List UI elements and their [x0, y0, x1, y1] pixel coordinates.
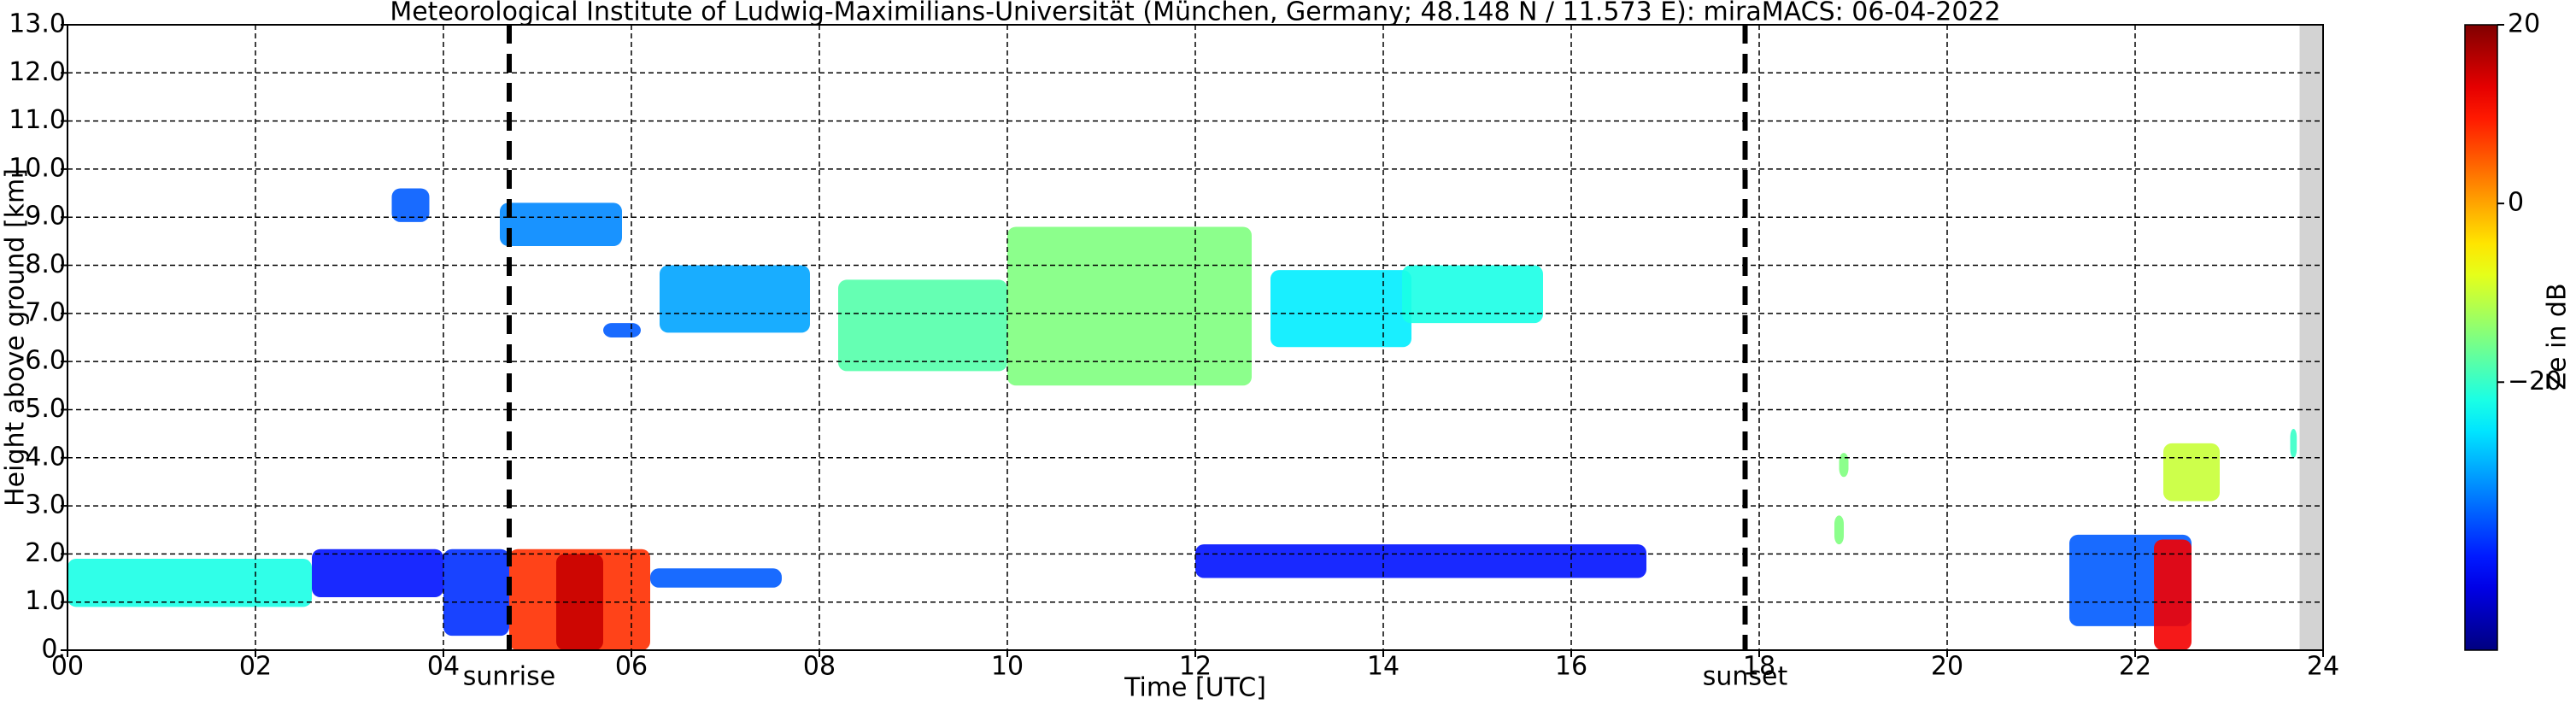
y-tick-label: 13.0: [9, 9, 66, 39]
radar-echo: [1007, 226, 1252, 386]
x-tick-label: 18: [1743, 652, 1775, 682]
radar-echo: [650, 568, 782, 588]
colorbar-tick-label: 20: [2508, 9, 2540, 39]
radar-echo: [1839, 453, 1849, 478]
x-tick-label: 12: [1179, 652, 1212, 682]
y-tick-label: 0.: [41, 635, 66, 665]
y-tick-label: 7.0: [25, 297, 66, 327]
x-tick-label: 10: [991, 652, 1024, 682]
y-tick-label: 8.0: [25, 249, 66, 279]
radar-echo: [1834, 515, 1844, 545]
radar-echo: [312, 549, 443, 598]
x-tick-label: 00: [51, 652, 84, 682]
x-tick-label: 06: [615, 652, 648, 682]
radar-echo: [556, 554, 603, 650]
no-data-region: [2299, 25, 2323, 650]
y-tick-label: 1.0: [25, 586, 66, 616]
radar-echo: [1402, 265, 1543, 324]
x-tick-label: 20: [1931, 652, 1963, 682]
radar-echo: [391, 188, 430, 222]
y-tick-label: 5.0: [25, 394, 66, 424]
colorbar: [2464, 24, 2498, 651]
x-tick-label: 22: [2119, 652, 2151, 682]
radar-echo: [1195, 544, 1646, 578]
y-tick-label: 4.0: [25, 442, 66, 472]
radar-echo: [603, 323, 641, 337]
y-tick-label: 3.0: [25, 490, 66, 520]
radar-echo: [2290, 428, 2297, 458]
radar-echo: [1270, 270, 1411, 348]
y-tick-label: 6.0: [25, 346, 66, 376]
colorbar-tick-label: −20: [2508, 367, 2561, 396]
colorbar-label: Ze in dB: [2543, 283, 2573, 390]
radar-echo: [2163, 443, 2220, 502]
annotation-label: sunset: [1703, 662, 1788, 692]
x-axis-label: Time [UTC]: [1124, 673, 1266, 703]
plot-frame: [67, 24, 2324, 651]
radar-echo: [67, 559, 312, 607]
y-tick-label: 10.0: [9, 153, 66, 183]
chart-title: Meteorological Institute of Ludwig-Maxim…: [390, 0, 2000, 27]
y-tick-label: 12.0: [9, 57, 66, 87]
colorbar-tick-label: 0: [2508, 188, 2524, 218]
y-tick-label: 9.0: [25, 202, 66, 232]
x-tick-label: 02: [239, 652, 272, 682]
y-tick-label: 11.0: [9, 105, 66, 135]
y-axis-label: Height above ground [km]: [1, 168, 31, 507]
radar-echo: [838, 279, 1007, 372]
annotation-label: sunrise: [463, 662, 555, 692]
radar-echo: [2154, 539, 2192, 650]
x-tick-label: 14: [1367, 652, 1399, 682]
x-tick-label: 24: [2307, 652, 2339, 682]
x-tick-label: 08: [803, 652, 836, 682]
x-tick-label: 04: [427, 652, 460, 682]
x-tick-label: 16: [1555, 652, 1587, 682]
radar-echo: [500, 202, 622, 247]
y-tick-label: 2.0: [25, 538, 66, 568]
radar-echo: [443, 549, 509, 637]
radar-echo: [660, 265, 810, 333]
